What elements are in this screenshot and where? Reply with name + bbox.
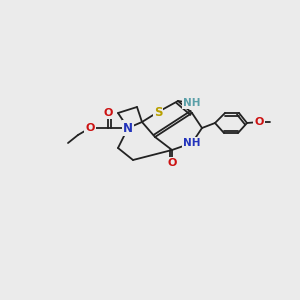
Text: O: O <box>254 117 264 127</box>
Text: O: O <box>167 158 177 168</box>
Text: NH: NH <box>183 138 201 148</box>
Text: O: O <box>85 123 95 133</box>
Text: N: N <box>123 122 133 134</box>
Text: NH: NH <box>183 98 201 108</box>
Text: O: O <box>103 108 113 118</box>
Text: S: S <box>154 106 162 118</box>
